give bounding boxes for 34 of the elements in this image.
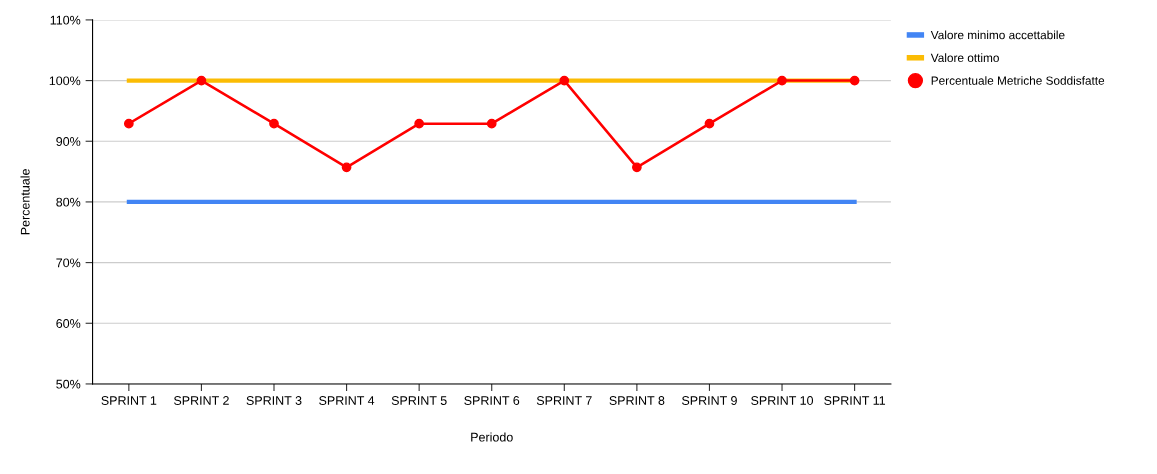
- y-tick-label: 60%: [56, 319, 81, 328]
- x-axis-title: Periodo: [471, 432, 513, 442]
- point: [632, 162, 642, 173]
- x-tick-label: SPRINT 3: [246, 396, 302, 405]
- y-tick-label: 50%: [56, 379, 81, 389]
- y-tick-label: 80%: [56, 197, 81, 207]
- legend-label: Valore ottimo: [930, 53, 999, 63]
- x-tick-label: SPRINT 1: [101, 396, 157, 405]
- point: [269, 118, 279, 129]
- point: [777, 75, 787, 86]
- x-tick-label: SPRINT 10: [751, 396, 814, 405]
- x-tick-label: SPRINT 7: [536, 396, 592, 405]
- point: [704, 118, 715, 129]
- y-tick-label: 70%: [56, 258, 81, 268]
- x-tick-label: SPRINT 9: [682, 396, 737, 405]
- point: [123, 118, 134, 129]
- y-axis-title: Percentuale: [20, 169, 30, 235]
- x-tick-label: SPRINT 4: [319, 396, 375, 405]
- x-tick-label: SPRINT 6: [464, 396, 520, 405]
- x-tick-label: SPRINT 2: [173, 396, 229, 405]
- point: [414, 118, 425, 129]
- legend-label: Percentuale Metriche Soddisfatte: [931, 76, 1105, 85]
- point: [486, 118, 497, 129]
- x-tick-label: SPRINT 11: [824, 396, 886, 405]
- point: [196, 75, 207, 86]
- x-tick-label: SPRINT 8: [609, 396, 665, 405]
- point: [559, 75, 570, 86]
- y-tick-label: 110%: [50, 15, 81, 25]
- point: [341, 162, 352, 173]
- y-tick-label: 90%: [56, 137, 81, 146]
- x-tick-label: SPRINT 5: [391, 396, 447, 405]
- point: [849, 75, 860, 86]
- y-tick-label: 100%: [49, 76, 81, 86]
- legend-label: Valore minimo accettabile: [930, 30, 1065, 40]
